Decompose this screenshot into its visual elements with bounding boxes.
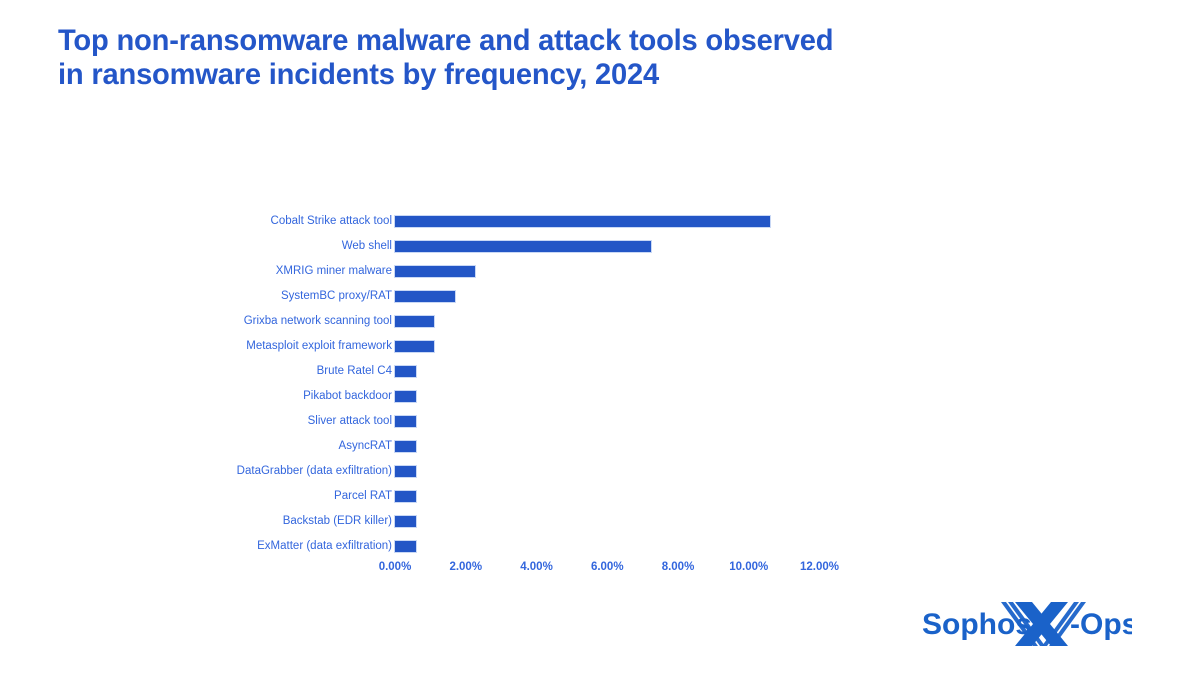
bar-category-label: ExMatter (data exfiltration) <box>257 540 392 552</box>
bar-category-label: Metasploit exploit framework <box>246 340 392 352</box>
chart-plot-area: Cobalt Strike attack tool Web shell XMRIG … <box>0 209 1200 559</box>
bar-track <box>395 341 434 352</box>
bar-row: Pikabot backdoor <box>0 384 1200 409</box>
bar-category-label: Sliver attack tool <box>307 415 392 427</box>
bar-category-label: Web shell <box>341 240 392 252</box>
bar-category-label: Pikabot backdoor <box>303 390 392 402</box>
bar <box>395 541 417 552</box>
bar <box>395 216 770 227</box>
bar-track <box>395 466 417 477</box>
bar <box>395 416 417 427</box>
bar-category-label: DataGrabber (data exfiltration) <box>236 465 392 477</box>
bar <box>395 291 456 302</box>
bar <box>395 316 434 327</box>
bar <box>395 366 417 377</box>
bar-row: Brute Ratel C4 <box>0 359 1200 384</box>
bar <box>395 516 417 527</box>
logo-svg: Sophos -Ops <box>922 602 1132 646</box>
bar <box>395 241 651 252</box>
bar-track <box>395 241 651 252</box>
bar-row: Parcel RAT <box>0 484 1200 509</box>
bar-category-label: XMRIG miner malware <box>275 265 392 277</box>
bar-row: XMRIG miner malware <box>0 259 1200 284</box>
bar-row: AsyncRAT <box>0 434 1200 459</box>
x-axis-tick-label: 4.00% <box>520 561 553 573</box>
bar-track <box>395 391 417 402</box>
bar <box>395 466 417 477</box>
bar-track <box>395 516 417 527</box>
bar-track <box>395 216 770 227</box>
x-axis-tick-label: 12.00% <box>799 561 840 573</box>
x-axis-tick-label: 10.00% <box>729 561 769 573</box>
bar-track <box>395 266 475 277</box>
bar-row: Backstab (EDR killer) <box>0 509 1200 534</box>
bar-category-label: AsyncRAT <box>338 440 392 452</box>
sophos-x-ops-logo: Sophos -Ops <box>922 598 1132 650</box>
bar-row: Metasploit exploit framework <box>0 334 1200 359</box>
bar-row: DataGrabber (data exfiltration) <box>0 459 1200 484</box>
bar-track <box>395 441 417 452</box>
bar-row: Sliver attack tool <box>0 409 1200 434</box>
title-line-2: in ransomware incidents by frequency, 20… <box>58 58 660 91</box>
bar-category-label: Backstab (EDR killer) <box>282 515 392 527</box>
bar-row: Web shell <box>0 234 1200 259</box>
bar-category-label: Grixba network scanning tool <box>243 315 392 327</box>
x-mark-icon <box>1001 602 1086 646</box>
bar-row: Cobalt Strike attack tool <box>0 209 1200 234</box>
bar <box>395 266 475 277</box>
logo-text-sophos: Sophos <box>922 608 1032 641</box>
logo-text-ops: -Ops <box>1070 608 1132 641</box>
bar-chart: Cobalt Strike attack tool Web shell XMRIG … <box>0 200 1200 590</box>
bar <box>395 491 417 502</box>
bar-row: ExMatter (data exfiltration) <box>0 534 1200 559</box>
bar-track <box>395 491 417 502</box>
bar-track <box>395 291 456 302</box>
bar <box>395 441 417 452</box>
x-axis: 0.00% 2.00% 4.00% 6.00% 8.00% 10.00% 12.00% <box>0 561 1200 583</box>
bar-category-label: Parcel RAT <box>334 490 392 502</box>
bar-category-label: Cobalt Strike attack tool <box>270 215 392 227</box>
title-line-1: Top non-ransomware malware and attack to… <box>58 24 834 57</box>
x-axis-tick-label: 0.00% <box>378 561 412 573</box>
bar-row: Grixba network scanning tool <box>0 309 1200 334</box>
bar-track <box>395 541 417 552</box>
bar-category-label: Brute Ratel C4 <box>316 365 392 377</box>
bar-track <box>395 416 417 427</box>
bar-track <box>395 316 434 327</box>
bar-row: SystemBC proxy/RAT <box>0 284 1200 309</box>
bar-category-label: SystemBC proxy/RAT <box>281 290 392 302</box>
bar <box>395 391 417 402</box>
bar <box>395 341 434 352</box>
x-axis-tick-label: 8.00% <box>661 561 695 573</box>
x-axis-tick-label: 2.00% <box>449 561 483 573</box>
page-title: Top non-ransomware malware and attack to… <box>58 24 1108 92</box>
x-axis-tick-label: 6.00% <box>590 561 624 573</box>
bar-track <box>395 366 417 377</box>
